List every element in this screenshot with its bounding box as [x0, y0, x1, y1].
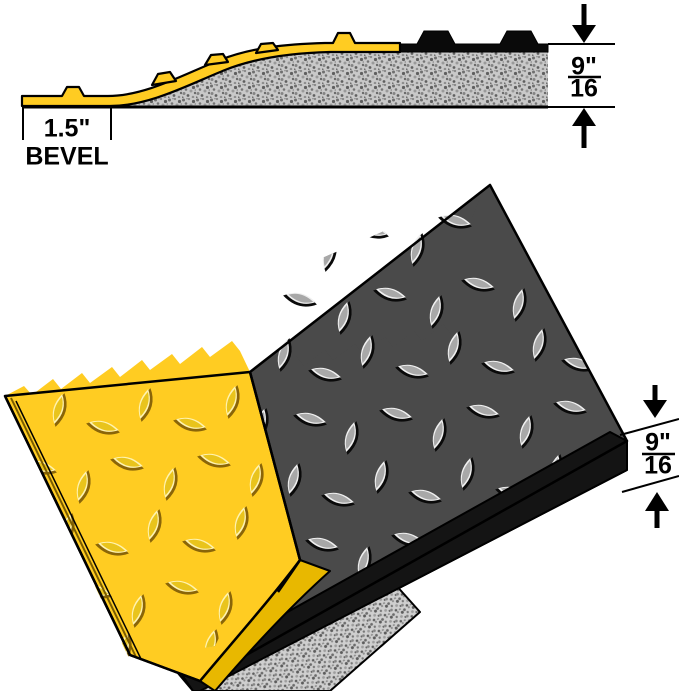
- up-arrow-icon: [572, 108, 596, 148]
- bevel-text-label: BEVEL: [25, 143, 108, 171]
- iso-up-arrow-icon: [645, 492, 669, 528]
- cross-section-thickness-dimension: 9" 16: [548, 4, 615, 148]
- iso-yellow-back-edge: [5, 341, 250, 396]
- cross-section-bevel-tread-bumps: [150, 70, 178, 87]
- iso-dim-leader-top: [619, 418, 679, 436]
- bevel-measurement-label: 1.5": [44, 115, 91, 143]
- iso-thickness-denominator: 16: [644, 452, 672, 480]
- cross-section-bevel-tread-bumps-3: [254, 41, 280, 55]
- iso-yellow-left-edge-2: [10, 397, 137, 658]
- cross-section-black-tread: [399, 30, 549, 53]
- cross-section-bevel-tread-bumps-2: [203, 52, 230, 67]
- down-arrow-icon: [572, 4, 596, 43]
- iso-color-boundary: [248, 371, 302, 593]
- cross-section-bevel-dimension: 1.5" BEVEL: [22, 107, 112, 171]
- isometric-mat-view: 9" 16: [3, 183, 679, 691]
- iso-thickness-dimension: 9" 16: [619, 385, 679, 528]
- iso-dim-leader-bottom: [621, 475, 679, 493]
- thickness-denominator: 16: [570, 75, 598, 103]
- iso-thickness-numerator: 9": [645, 429, 671, 457]
- iso-yellow-left-edge-3: [15, 400, 142, 660]
- cross-section-yellow-layer: [20, 31, 402, 108]
- iso-down-arrow-icon: [643, 385, 667, 418]
- cross-section-view: 9" 16 1.5" BEVEL: [20, 4, 615, 171]
- iso-dark-edge-band: [179, 431, 628, 691]
- cross-section-foam-core: [110, 52, 548, 106]
